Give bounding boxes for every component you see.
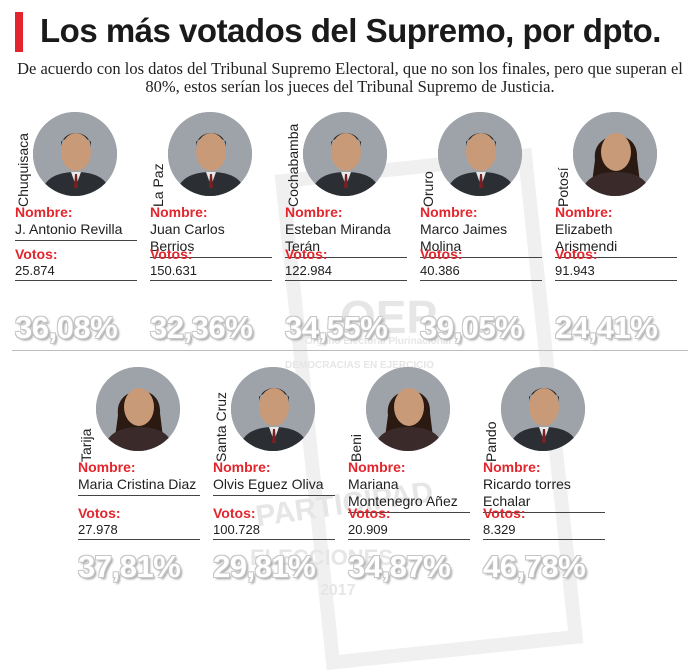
candidate-name: Juan Carlos Berrios [150,221,272,258]
vote-percentage: 32,36% [150,310,253,345]
votes-label: Votos: [420,246,463,262]
name-label: Nombre: [15,204,73,220]
vote-percentage: 24,41% [555,310,658,345]
male-portrait-icon [438,112,522,196]
male-portrait-icon [168,112,252,196]
row-divider [12,350,688,351]
name-label: Nombre: [78,459,136,475]
candidate-card: Cochabamba Nombre: Esteban Miranda Terán Vo… [285,112,425,352]
name-label: Nombre: [150,204,208,220]
male-portrait-icon [501,367,585,451]
female-portrait-icon [366,367,450,451]
vote-percentage: 36,08% [15,310,118,345]
vote-count: 150.631 [150,263,272,281]
votes-label: Votos: [150,246,193,262]
candidate-name: Olvis Eguez Oliva [213,476,335,496]
votes-label: Votos: [78,505,121,521]
name-label: Nombre: [555,204,613,220]
vote-percentage: 29,81% [213,549,316,584]
watermark-line4: ELECCIONES [250,545,394,570]
vote-count: 100.728 [213,522,335,540]
votes-label: Votos: [15,246,58,262]
candidate-card: Chuquisaca Nombre: J. Antonio Revilla Votos… [15,112,155,352]
title-accent-bar [15,12,23,52]
male-portrait-icon [33,112,117,196]
candidate-name: Ricardo torres Echalar [483,476,605,513]
candidate-name: Mariana Montenegro Añez [348,476,470,513]
candidate-name: Elizabeth Arismendi [555,221,677,258]
watermark-line2: DEMOCRACIAS EN EJERCICIO [285,360,434,371]
votes-label: Votos: [348,505,391,521]
name-label: Nombre: [483,459,541,475]
department-label: Tarija [78,428,94,462]
candidate-card: La Paz Nombre: Juan Carlos Berrios Votos: 15… [150,112,290,352]
vote-percentage: 34,87% [348,549,451,584]
vote-count: 91.943 [555,263,677,281]
candidate-card: Pando Nombre: Ricardo torres Echalar Votos:… [483,367,623,607]
watermark-line5: 2017 [320,582,356,599]
candidate-card: Tarija Nombre: Maria Cristina Diaz Votos: 27… [78,367,218,607]
vote-percentage: 39,05% [420,310,523,345]
department-label: La Paz [150,163,166,207]
candidate-name: J. Antonio Revilla [15,221,137,241]
department-label: Cochabamba [285,123,301,207]
name-label: Nombre: [285,204,343,220]
name-label: Nombre: [420,204,478,220]
department-label: Santa Cruz [213,391,229,462]
department-label: Oruro [420,171,436,207]
vote-percentage: 46,78% [483,549,586,584]
vote-count: 8.329 [483,522,605,540]
candidate-card: Potosí Nombre: Elizabeth Arismendi Votos: 91… [555,112,695,352]
votes-label: Votos: [483,505,526,521]
candidate-card: Beni Nombre: Mariana Montenegro Añez Votos:… [348,367,488,607]
page-subtitle: De acuerdo con los datos del Tribunal Su… [17,59,683,96]
candidate-card: Santa Cruz Nombre: Olvis Eguez Oliva Votos:… [213,367,353,607]
male-portrait-icon [303,112,387,196]
vote-count: 27.978 [78,522,200,540]
vote-count: 20.909 [348,522,470,540]
votes-label: Votos: [285,246,328,262]
department-label: Pando [483,421,499,462]
vote-count: 122.984 [285,263,407,281]
department-label: Chuquisaca [15,133,31,207]
vote-count: 25.874 [15,263,137,281]
department-label: Potosí [555,167,571,207]
name-label: Nombre: [213,459,271,475]
page-title: Los más votados del Supremo, por dpto. [40,12,661,49]
watermark-line1: Órgano Electoral Plurinacional [305,336,452,347]
votes-label: Votos: [555,246,598,262]
name-label: Nombre: [348,459,406,475]
candidate-name: Esteban Miranda Terán [285,221,407,258]
votes-label: Votos: [213,505,256,521]
male-portrait-icon [231,367,315,451]
female-portrait-icon [573,112,657,196]
vote-percentage: 34,55% [285,310,388,345]
candidate-card: Oruro Nombre: Marco Jaimes Molina Votos: 40.… [420,112,560,352]
department-label: Beni [348,433,364,462]
watermark-logo: OEP [340,291,438,343]
candidate-name: Maria Cristina Diaz [78,476,200,496]
vote-count: 40.386 [420,263,542,281]
candidate-name: Marco Jaimes Molina [420,221,542,258]
female-portrait-icon [96,367,180,451]
vote-percentage: 37,81% [78,549,181,584]
